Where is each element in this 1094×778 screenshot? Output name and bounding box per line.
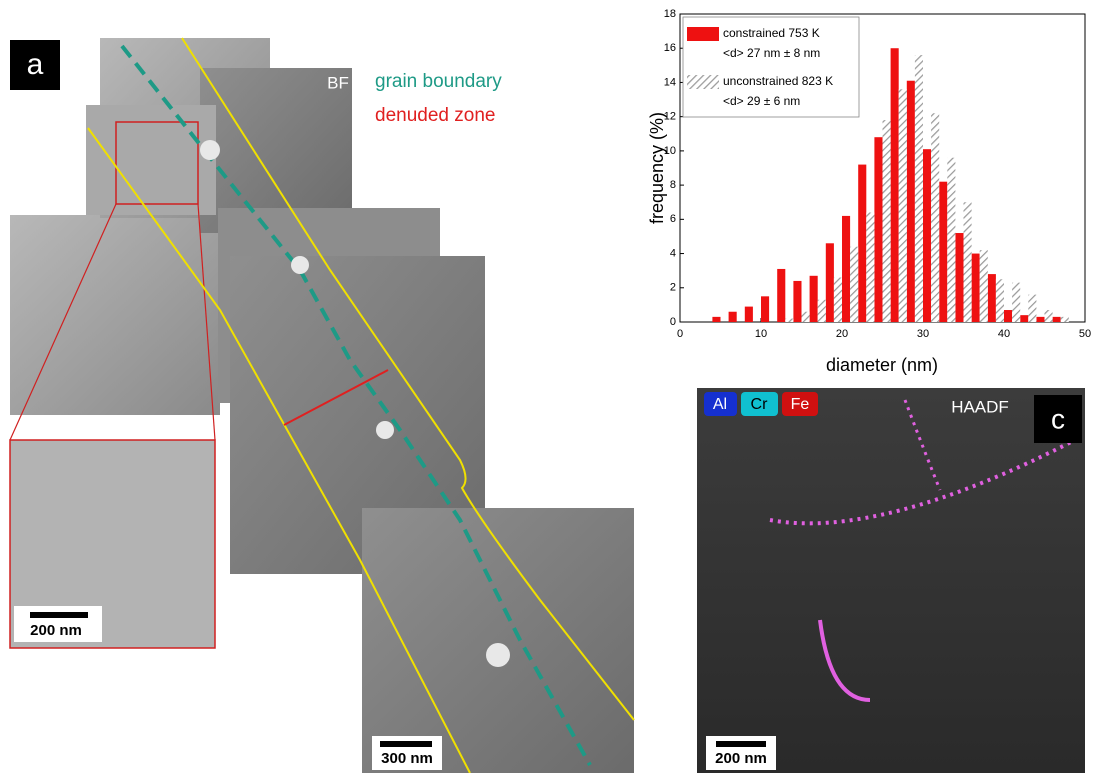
legend-label: constrained 753 K (723, 26, 820, 40)
micrograph (10, 215, 220, 415)
bar (923, 149, 931, 322)
figure: a BF grain boundary denuded zone 200 nm … (0, 0, 1094, 773)
y-tick-label: 0 (670, 316, 676, 328)
legend-note: <d> 29 ± 6 nm (723, 94, 800, 108)
bar (1036, 317, 1044, 322)
y-tick-label: 10 (664, 145, 676, 157)
bar (955, 233, 963, 322)
bar (712, 317, 720, 322)
legend-boundary: grain boundary (375, 71, 502, 92)
bar (818, 300, 826, 322)
x-tick-label: 10 (755, 328, 767, 340)
bar (777, 269, 785, 322)
bar (1012, 283, 1020, 322)
panel-label: a (27, 48, 44, 81)
bar (874, 137, 882, 322)
scale-bar (30, 612, 88, 618)
bar (899, 89, 907, 322)
panel-label: c (1051, 403, 1065, 434)
precipitate (376, 421, 394, 439)
scale-bar (380, 741, 432, 747)
y-tick-label: 12 (664, 111, 676, 123)
bar (850, 247, 858, 322)
bar (939, 182, 947, 322)
bar (947, 158, 955, 322)
x-tick-label: 40 (998, 328, 1010, 340)
x-tick-label: 0 (677, 328, 683, 340)
y-tick-label: 16 (664, 42, 676, 54)
legend-label: unconstrained 823 K (723, 74, 833, 88)
legend-zone: denuded zone (375, 105, 495, 126)
precipitate (200, 140, 220, 160)
bar (866, 212, 874, 322)
bar (907, 81, 915, 322)
haadf-image (697, 388, 1085, 773)
bar (988, 274, 996, 322)
y-tick-label: 18 (664, 8, 676, 20)
bar (1028, 295, 1036, 322)
x-tick-label: 30 (917, 328, 929, 340)
scale-label: 200 nm (30, 622, 82, 639)
bar (810, 276, 818, 322)
scale-label: 200 nm (715, 750, 767, 767)
bar (761, 296, 769, 322)
scale-label: 300 nm (381, 750, 433, 767)
legend-swatch (687, 27, 719, 41)
bar (1053, 317, 1061, 322)
micrographs: a BF grain boundary denuded zone 200 nm … (10, 38, 634, 773)
bar (785, 319, 793, 322)
legend-note: <d> 27 nm ± 8 nm (723, 46, 820, 60)
bar (802, 312, 810, 322)
x-tick-label: 50 (1079, 328, 1091, 340)
micrograph (362, 508, 634, 773)
bar (842, 216, 850, 322)
y-tick-label: 8 (670, 179, 676, 191)
y-tick-label: 6 (670, 213, 676, 225)
bar (915, 55, 923, 322)
scale-bar (716, 741, 766, 747)
bar (891, 48, 899, 322)
element-label: Cr (751, 396, 769, 413)
precipitate (291, 256, 309, 274)
bar (1004, 310, 1012, 322)
bar (1045, 310, 1053, 322)
y-tick-label: 2 (670, 282, 676, 294)
bar (883, 120, 891, 322)
page: a BF grain boundary denuded zone 200 nm … (0, 0, 1094, 773)
bar (834, 278, 842, 322)
panel-c: Al Cr Fe HAADF c 200 nm (697, 388, 1085, 773)
precipitate (486, 643, 510, 667)
bar (980, 250, 988, 322)
bar (996, 279, 1004, 322)
bar (931, 113, 939, 322)
mode-label: HAADF (951, 397, 1009, 416)
x-tick-label: 20 (836, 328, 848, 340)
bar (745, 307, 753, 322)
element-label: Al (713, 396, 727, 413)
bar (858, 165, 866, 322)
bar (729, 312, 737, 322)
y-tick-label: 4 (670, 247, 676, 259)
element-label: Fe (791, 396, 810, 413)
bar (793, 281, 801, 322)
bar (1020, 315, 1028, 322)
bar (964, 202, 972, 322)
y-axis-title: frequency (%) (647, 112, 667, 224)
bar (826, 243, 834, 322)
legend-swatch (687, 75, 719, 89)
bar (1061, 317, 1069, 322)
x-axis-title: diameter (nm) (826, 355, 938, 375)
y-tick-label: 14 (664, 76, 676, 88)
mode-label: BF (327, 73, 349, 92)
bar (972, 254, 980, 322)
